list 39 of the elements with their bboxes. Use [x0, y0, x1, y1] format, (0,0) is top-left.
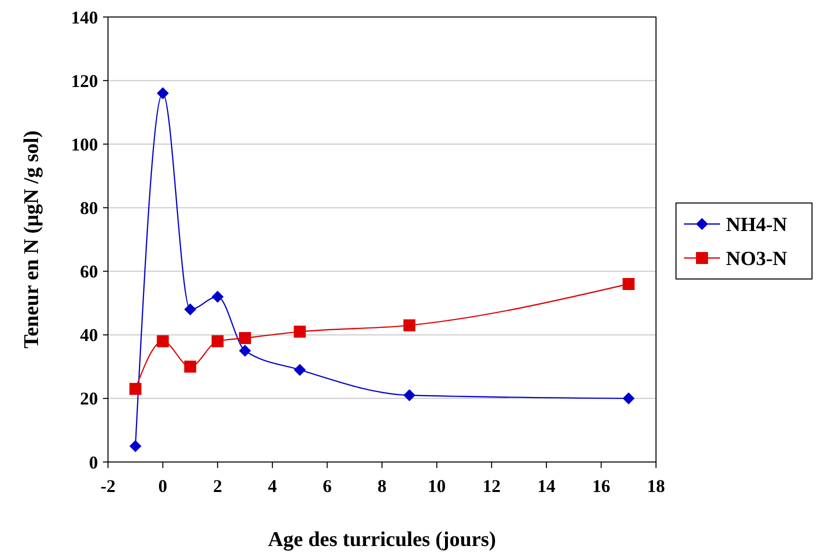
y-tick-label: 120 — [71, 70, 98, 91]
y-tick-label: 60 — [80, 262, 98, 282]
point — [239, 332, 251, 344]
x-tick-label: 10 — [428, 476, 446, 496]
point — [129, 382, 142, 395]
x-tick-label: 2 — [213, 476, 222, 496]
point — [212, 335, 224, 348]
point — [212, 290, 224, 303]
y-axis-title: Teneur en N (µgN /g sol) — [19, 130, 43, 349]
point — [239, 344, 251, 357]
point — [622, 278, 635, 290]
legend-label: NO3-N — [726, 248, 788, 270]
point — [403, 319, 416, 332]
y-tick-label: 100 — [71, 134, 98, 154]
point — [403, 389, 416, 402]
legend-label: NH4-N — [726, 214, 788, 236]
point — [622, 392, 635, 404]
point — [294, 364, 306, 376]
point — [129, 440, 142, 452]
y-tick-label: 0 — [89, 452, 98, 472]
point — [184, 303, 196, 316]
point — [156, 335, 169, 348]
x-axis-title: Age des turricules (jours) — [268, 527, 496, 551]
point — [294, 326, 306, 338]
y-tick-label: 20 — [80, 388, 98, 409]
x-tick-label: 4 — [268, 476, 277, 496]
point — [156, 87, 169, 100]
y-tick-label: 80 — [80, 198, 98, 218]
x-tick-label: -2 — [100, 476, 116, 496]
x-tick-label: 12 — [482, 476, 501, 496]
y-tick-label: 140 — [71, 7, 98, 28]
x-tick-label: 16 — [592, 476, 610, 496]
x-tick-label: 18 — [647, 476, 665, 496]
x-tick-label: 0 — [158, 476, 168, 496]
point — [184, 360, 196, 373]
y-tick-label: 40 — [80, 325, 98, 346]
x-tick-label: 14 — [537, 476, 556, 496]
x-tick-label: 8 — [378, 476, 386, 496]
x-tick-label: 6 — [322, 476, 332, 496]
